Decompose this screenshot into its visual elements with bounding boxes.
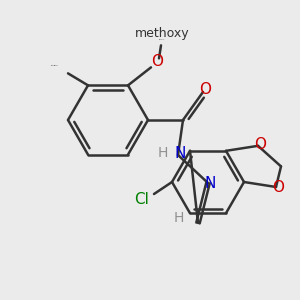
Text: O: O	[151, 54, 163, 69]
Text: methyl: methyl	[54, 65, 58, 66]
Text: H: H	[158, 146, 168, 160]
Text: methoxy: methoxy	[159, 39, 165, 40]
Text: N: N	[204, 176, 216, 190]
Text: O: O	[199, 82, 211, 98]
Text: Cl: Cl	[135, 193, 149, 208]
Text: methyl: methyl	[51, 65, 56, 66]
Text: O: O	[272, 181, 284, 196]
Text: H: H	[174, 211, 184, 225]
Text: methoxy: methoxy	[135, 27, 189, 40]
Text: N: N	[174, 146, 186, 160]
Text: O: O	[254, 137, 266, 152]
